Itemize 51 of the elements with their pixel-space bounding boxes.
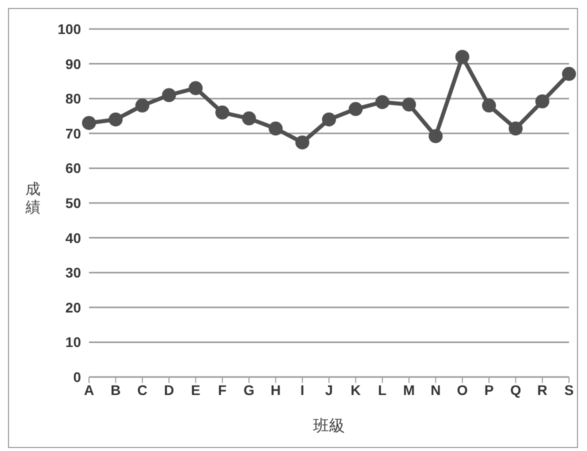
x-tick-label: K <box>350 382 361 398</box>
y-tick-label: 30 <box>65 264 82 281</box>
y-tick-label: 20 <box>65 299 82 316</box>
x-tick-label: I <box>300 382 304 398</box>
point <box>215 106 230 120</box>
y-tick-label: 70 <box>65 125 82 142</box>
point <box>242 111 256 126</box>
y-axis-title: 成績 <box>24 181 40 216</box>
point <box>348 102 363 116</box>
y-tick-label: 40 <box>65 230 82 246</box>
y-tick-label: 100 <box>58 20 82 37</box>
point <box>188 81 203 96</box>
y-tick-label: 80 <box>65 90 82 107</box>
point <box>455 50 470 64</box>
y-tick-label: 50 <box>65 194 82 211</box>
x-tick-label: E <box>190 382 200 398</box>
x-tick-label: L <box>378 382 388 398</box>
x-tick-label: F <box>218 382 228 398</box>
point <box>428 129 443 144</box>
point <box>375 95 390 110</box>
x-tick-label: R <box>537 382 548 398</box>
x-tick-label: O <box>456 382 468 398</box>
x-tick-label: D <box>164 382 174 398</box>
point <box>508 122 523 136</box>
x-tick-label: B <box>110 382 121 398</box>
point <box>82 116 96 130</box>
point <box>108 112 123 126</box>
x-tick-label: A <box>84 382 94 398</box>
point <box>135 98 150 113</box>
y-tick-label: 10 <box>65 334 82 350</box>
x-tick-label: M <box>403 382 415 398</box>
x-tick-label: P <box>484 382 494 398</box>
x-tick-label: G <box>244 382 255 398</box>
point <box>535 94 550 108</box>
point <box>295 135 310 150</box>
y-tick-label: 60 <box>65 160 82 176</box>
x-tick-label: H <box>270 382 281 398</box>
point <box>482 98 496 113</box>
point <box>268 122 283 136</box>
point <box>402 98 416 112</box>
x-tick-label: N <box>430 382 441 398</box>
x-tick-label: C <box>137 382 148 398</box>
x-axis-title: 班級 <box>313 417 345 435</box>
y-tick-label: 90 <box>65 56 82 72</box>
point <box>162 88 176 102</box>
x-tick-label: S <box>564 382 574 398</box>
point <box>562 66 576 81</box>
point <box>322 112 336 126</box>
y-tick-label: 0 <box>73 368 82 385</box>
x-tick-label: Q <box>510 382 522 398</box>
x-tick-label: J <box>325 382 333 398</box>
